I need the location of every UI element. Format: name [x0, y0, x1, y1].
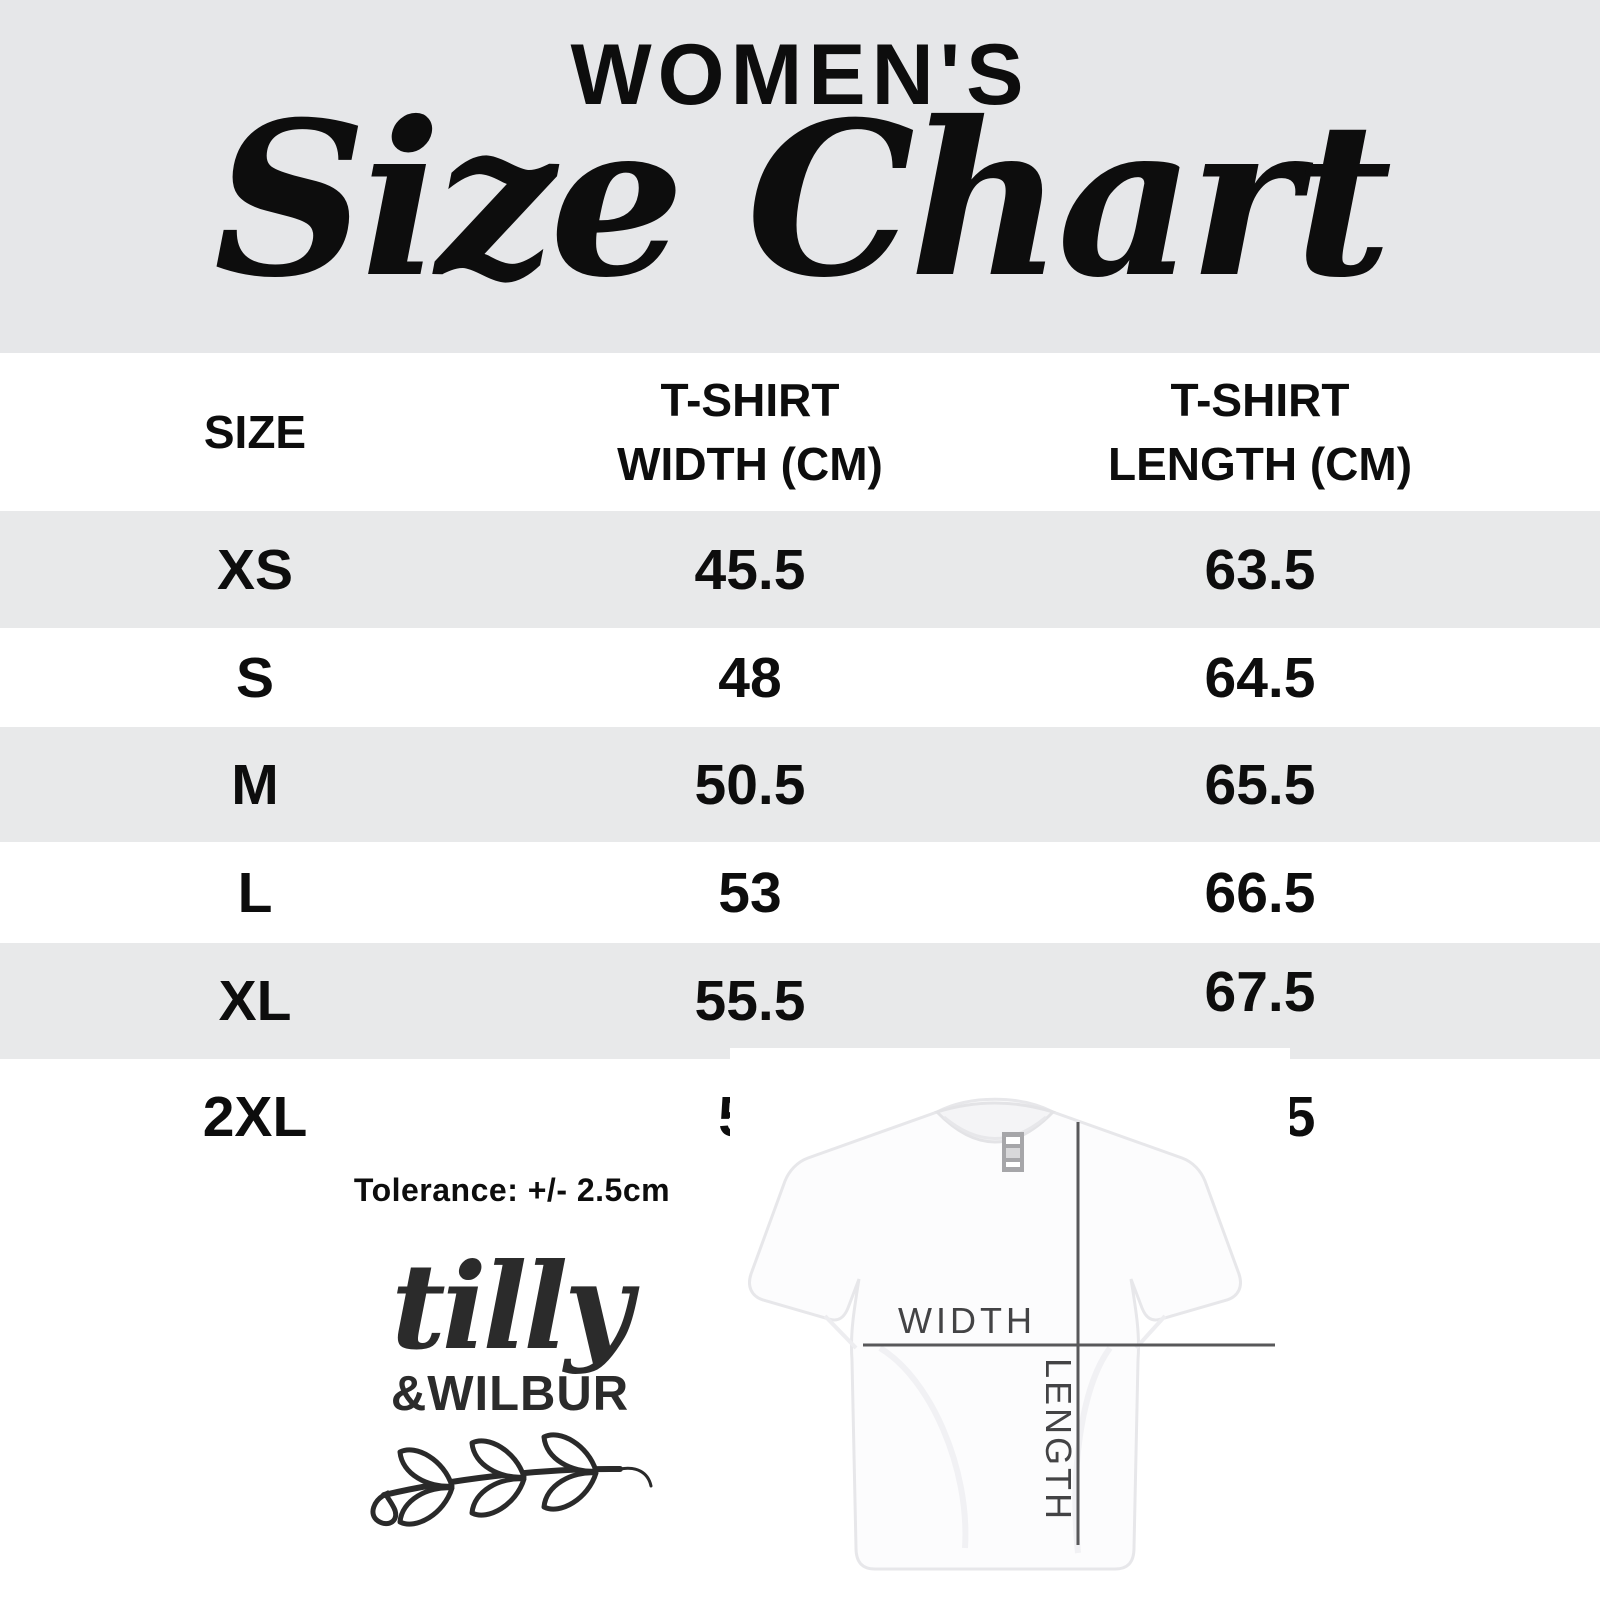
width-label: WIDTH [898, 1300, 1036, 1341]
column-header-length-line2: LENGTH (CM) [1107, 438, 1413, 490]
fabric-fold [878, 1345, 969, 1549]
column-header-width: T-SHIRT WIDTH (CM) [510, 353, 990, 511]
width-cell: 50.5 [694, 752, 806, 817]
length-label: LENGTH [1038, 1358, 1079, 1522]
table-row-l: L 53 66.5 [0, 842, 1600, 943]
column-header-size: SIZE [0, 353, 510, 511]
length-cell: 63.5 [1204, 537, 1316, 602]
table-row-xl: XL 55.5 67.5 [0, 943, 1600, 1059]
size-cell: XS [216, 537, 294, 602]
table-row-m: M 50.5 65.5 [0, 727, 1600, 842]
brand-logo: tilly &WILBUR [365, 1242, 655, 1538]
fabric-fold [1134, 1314, 1167, 1350]
collar-seam [943, 1115, 1047, 1140]
column-header-length: T-SHIRT LENGTH (CM) [995, 353, 1525, 511]
size-cell: 2XL [202, 1085, 308, 1149]
length-cell: 66.5 [1204, 860, 1316, 925]
tshirt-diagram: WIDTH LENGTH [748, 1097, 1275, 1571]
tshirt-body [748, 1097, 1242, 1571]
logo-script-text: tilly [391, 1237, 633, 1376]
size-cell: S [235, 645, 275, 710]
length-cell: 64.5 [1204, 645, 1316, 710]
tolerance-note: Tolerance: +/- 2.5cm [353, 1172, 671, 1208]
column-header-size-label: SIZE [203, 405, 307, 458]
tshirt-measure-figure: WIDTH LENGTH [730, 1048, 1290, 1600]
branch-icon [365, 1428, 655, 1538]
neck-tag-icon [1002, 1132, 1024, 1172]
length-cell: 67.5 [1204, 960, 1316, 1024]
width-cell: 45.5 [694, 537, 806, 602]
size-cell: M [231, 752, 279, 817]
size-cell: L [237, 860, 273, 925]
fabric-fold [823, 1314, 858, 1350]
column-header-width-line2: WIDTH (CM) [617, 438, 883, 490]
eyebrow-title: WOMEN'S [570, 27, 1030, 123]
length-cell: 65.5 [1204, 752, 1316, 817]
table-row-s: S 48 64.5 [0, 628, 1600, 727]
width-cell: 48 [718, 645, 782, 710]
column-header-width-line1: T-SHIRT [660, 373, 840, 426]
fabric-fold [1072, 1346, 1113, 1554]
table-header-row: SIZE T-SHIRT WIDTH (CM) T-SHIRT LENGTH (… [0, 353, 1600, 511]
table-row-xs: XS 45.5 63.5 [0, 511, 1600, 628]
width-cell: 53 [718, 860, 782, 925]
hero-banner: WOMEN'S Size Chart [0, 0, 1600, 353]
logo-caps-text: &WILBUR [390, 1366, 630, 1421]
column-header-length-line1: T-SHIRT [1170, 373, 1350, 426]
width-cell: 55.5 [694, 969, 806, 1033]
size-cell: XL [218, 969, 292, 1033]
page-title: Size Chart [213, 75, 1393, 324]
